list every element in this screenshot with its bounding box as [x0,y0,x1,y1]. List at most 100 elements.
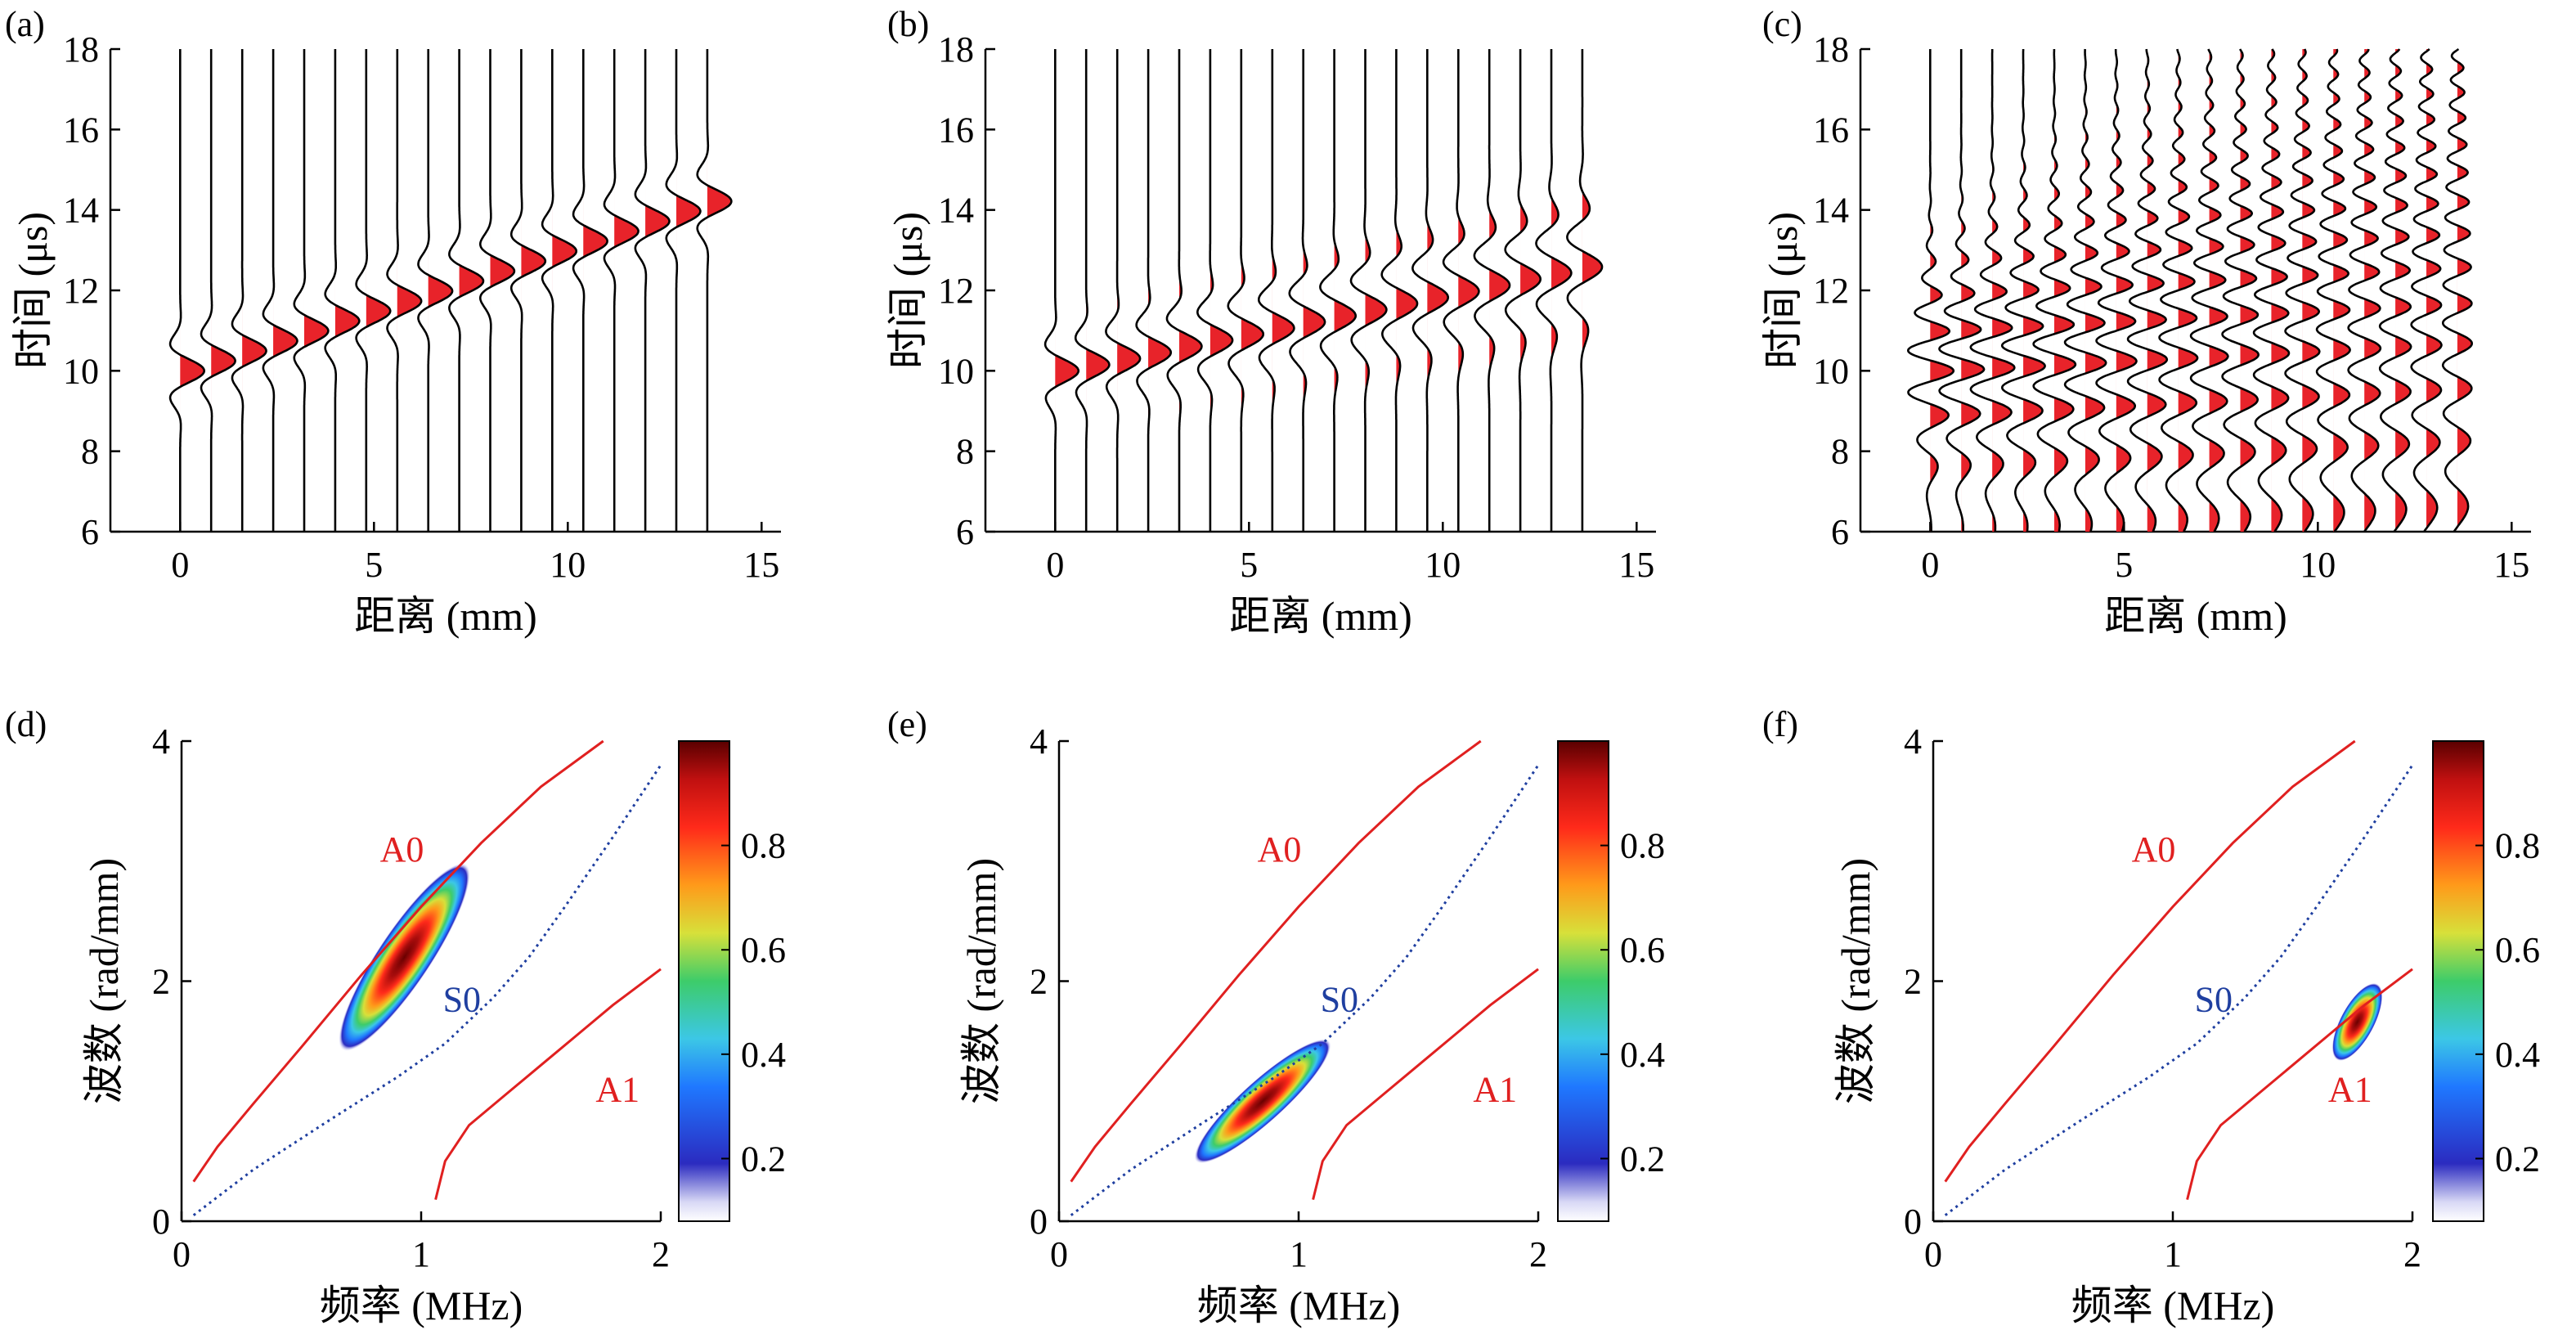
trace-fill [1209,49,1233,532]
mode-label-s0: S0 [443,980,481,1020]
panel-b: (b) 6 8 10 12 14 16 18 0 5 10 15 距离 (mm) 时间 (μs) [885,4,1656,639]
trace-fill [180,49,204,532]
trace-line [2095,49,2138,532]
trace-fill [303,49,329,532]
trace-line [1196,49,1234,532]
x-tick-label: 10 [550,545,586,585]
x-tick-label: 5 [2115,545,2133,585]
trace-fill [2302,49,2320,532]
trace-fill [645,49,670,532]
trace-fill [1148,49,1171,532]
trace-line [231,49,267,532]
trace-line [1105,49,1142,532]
x-axis-label: 频率 (MHz) [320,1283,523,1328]
trace-fill [1241,49,1263,532]
trace-fill [2053,49,2076,532]
panel-label: (b) [887,4,929,44]
a1-curve [2186,968,2413,1200]
trace-fill [2457,49,2472,532]
colorbar-tick-label: 0.8 [2495,826,2540,866]
trace-line [1349,49,1388,532]
y-tick-label: 8 [81,432,99,472]
x-tick-label: 0 [173,1234,191,1274]
trace-line [2000,49,2046,532]
x-tick-label: 0 [1050,1234,1068,1274]
trace-line [1938,49,1986,532]
trace-fill [1930,49,1954,532]
y-tick-label: 10 [938,351,974,391]
trace-fill [2147,49,2167,532]
colorbar [2432,740,2484,1222]
x-tick-label: 0 [1924,1234,1942,1274]
trace-line [1165,49,1203,532]
trace-fill [211,49,236,532]
colorbar-tick-label: 0.6 [741,930,786,970]
y-tick-label: 0 [1030,1202,1048,1242]
s0-curve [192,764,662,1216]
colorbar-tick-label: 0.8 [741,826,786,866]
mode-label-a0: A0 [2132,829,2176,869]
trace-fill [2178,49,2198,532]
trace-fill [707,49,732,532]
mode-label-a1: A1 [2328,1070,2372,1110]
trace-line [2126,48,2169,532]
a0-curve [1070,739,1482,1183]
trace-line [262,49,298,532]
x-tick-label: 15 [743,545,779,585]
trace-fill [676,49,701,532]
colorbar-tick-label: 0.8 [1620,826,1665,866]
trace-fill [1055,49,1079,532]
x-axis-label: 距离 (mm) [1229,593,1412,639]
trace-line [200,49,236,532]
y-tick-label: 14 [63,191,99,231]
a1-curve [1312,968,1539,1200]
trace-fill [583,49,608,532]
trace-fill [397,49,422,532]
trace-fill [1582,49,1602,532]
y-tick-label: 16 [1813,110,1849,150]
colorbar-tick-label: 0.2 [1620,1139,1665,1179]
colorbar-tick-label: 0.4 [2495,1035,2540,1075]
panel-label: (c) [1762,4,1802,44]
spectrum-blob [1194,1039,1331,1164]
trace-line [665,49,702,532]
trace-fill [1178,49,1202,532]
trace-fill [1458,49,1479,532]
trace-line [2347,48,2382,532]
trace-line [509,49,547,532]
s0-curve [1070,764,1540,1216]
y-tick-label: 6 [1831,512,1849,552]
y-tick-label: 0 [152,1202,170,1242]
x-tick-label: 2 [652,1234,670,1274]
panel-a: (a) 6 8 10 12 14 16 18 0 5 10 15 距离 (mm) 时间 (μs) [5,4,781,639]
colorbar-tick-label: 0.4 [1620,1035,1665,1075]
x-tick-label: 5 [1240,545,1258,585]
y-tick-label: 10 [63,351,99,391]
y-tick-label: 2 [1904,962,1922,1002]
trace-fill [1520,49,1541,532]
y-axis-label: 时间 (μs) [885,212,931,369]
trace-line [572,49,608,532]
y-tick-label: 12 [1813,271,1849,311]
x-tick-label: 15 [1618,545,1654,585]
panel-f: (f) 0 2 4 0 1 2 频率 (MHz) 波数 (rad/mm) A0 S0 A1 0.2 0.… [1762,704,2540,1328]
x-tick-label: 15 [2493,545,2529,585]
mode-label-s0: S0 [2195,980,2233,1020]
trace-line [1074,49,1111,532]
trace-line [324,49,361,532]
trace-line [2032,49,2077,532]
trace-line [355,49,392,532]
trace-line [1504,49,1542,532]
trace-fill [1117,49,1141,532]
x-tick-label: 1 [2164,1234,2182,1274]
trace-line [696,49,733,532]
x-axis-label: 距离 (mm) [2104,593,2287,639]
y-tick-label: 4 [1030,721,1048,762]
x-tick-label: 1 [412,1234,430,1274]
y-axis-label: 波数 (rad/mm) [1833,858,1878,1104]
trace-fill [2023,49,2045,532]
trace-line [417,49,454,532]
y-tick-label: 18 [63,29,99,70]
y-tick-label: 6 [81,512,99,552]
